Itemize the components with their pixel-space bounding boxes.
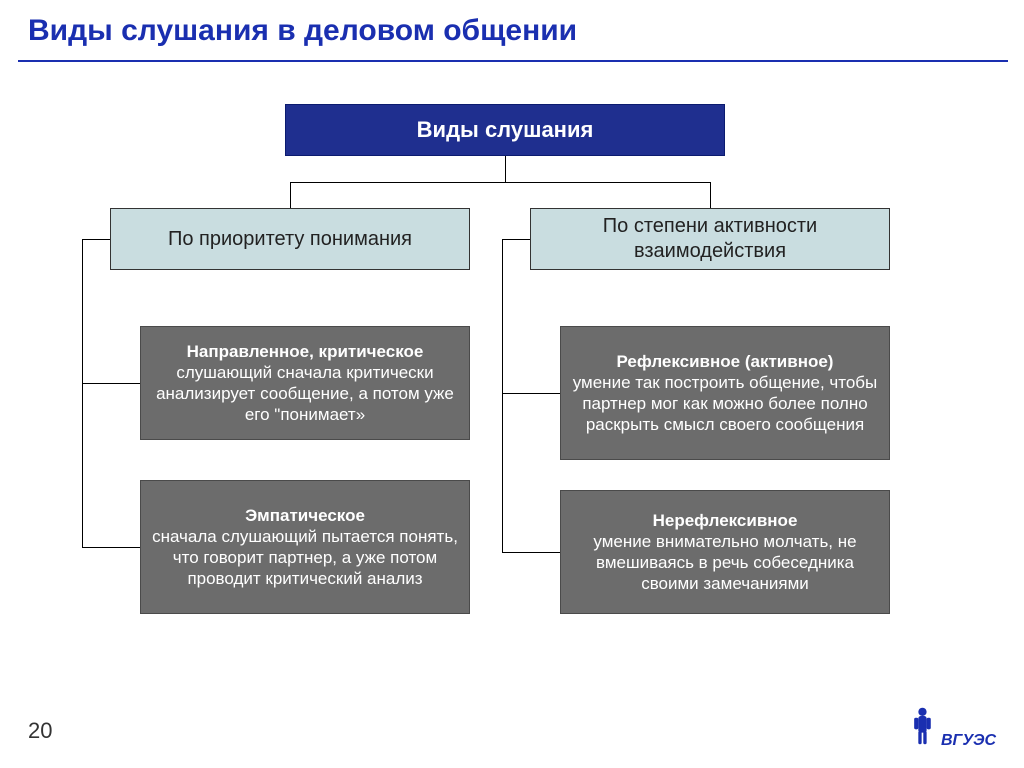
slide: Виды слушания в деловом общении Виды слу… — [0, 0, 1024, 768]
connector — [290, 182, 710, 183]
connector — [502, 239, 503, 552]
leaf-right-1: Рефлексивное (активное) умение так постр… — [560, 326, 890, 460]
root-node: Виды слушания — [285, 104, 725, 156]
connector — [710, 182, 711, 208]
category-left: По приоритету понимания — [110, 208, 470, 270]
logo: ВГУЭС — [910, 700, 996, 750]
connector — [290, 182, 291, 208]
connector — [82, 547, 140, 548]
leaf-right-1-title: Рефлексивное (активное) — [617, 351, 834, 372]
leaf-right-2: Нерефлексивное умение внимательно молчат… — [560, 490, 890, 614]
connector — [82, 239, 83, 547]
connector — [502, 393, 560, 394]
connector — [502, 552, 560, 553]
connector — [502, 239, 530, 240]
connector — [82, 383, 140, 384]
page-title: Виды слушания в деловом общении — [28, 14, 577, 48]
root-label: Виды слушания — [417, 116, 594, 144]
logo-text: ВГУЭС — [941, 732, 996, 750]
connector — [82, 239, 110, 240]
leaf-left-2: Эмпатическое сначала слушающий пытается … — [140, 480, 470, 614]
leaf-left-2-text: сначала слушающий пытается понять, что г… — [151, 526, 459, 590]
leaf-left-1-title: Направленное, критическое — [187, 341, 424, 362]
category-right: По степени активности взаимодействия — [530, 208, 890, 270]
leaf-left-2-title: Эмпатическое — [245, 505, 365, 526]
leaf-left-1-text: слушающий сначала критически анализирует… — [151, 362, 459, 426]
category-right-label: По степени активности взаимодействия — [541, 214, 879, 264]
leaf-right-2-title: Нерефлексивное — [653, 510, 798, 531]
title-rule — [18, 60, 1008, 62]
category-left-label: По приоритету понимания — [168, 227, 412, 252]
connector — [505, 156, 506, 182]
slide-number: 20 — [28, 718, 52, 744]
leaf-right-1-text: умение так построить общение, чтобы парт… — [571, 372, 879, 436]
leaf-left-1: Направленное, критическое слушающий снач… — [140, 326, 470, 440]
leaf-right-2-text: умение внимательно молчать, не вмешиваяс… — [571, 531, 879, 595]
logo-figure-icon — [910, 702, 935, 750]
